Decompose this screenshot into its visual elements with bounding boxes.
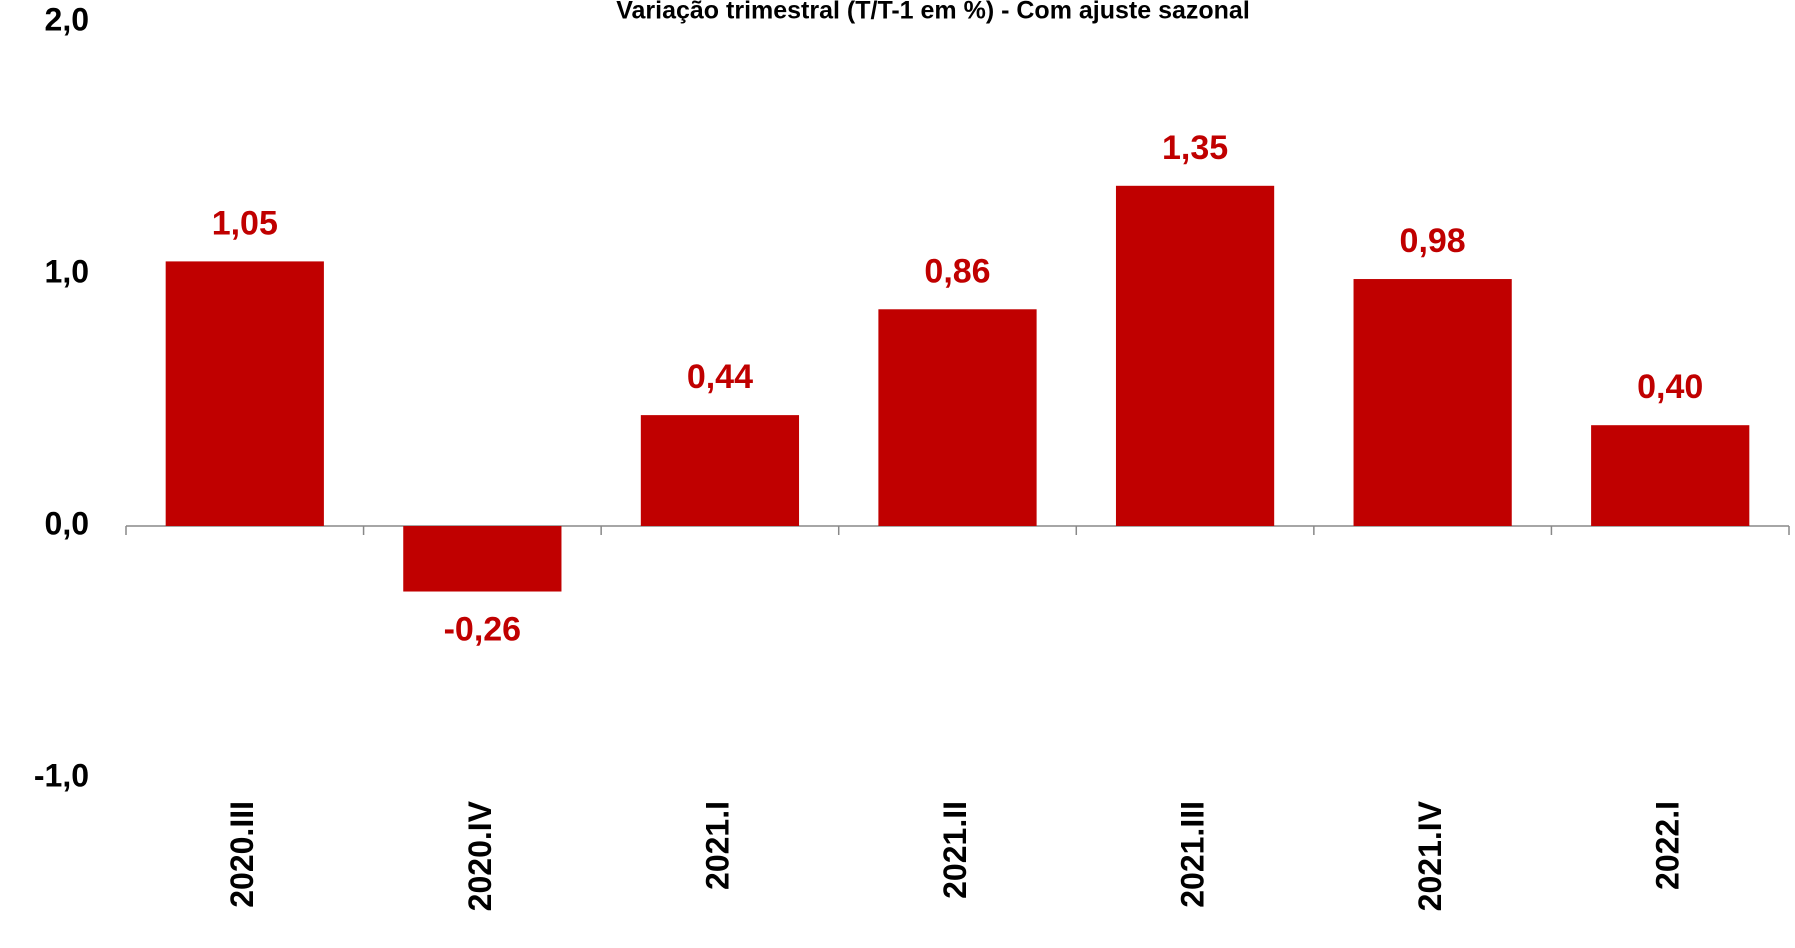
data-label: 1,35 <box>1162 129 1228 167</box>
x-tick-label: 2021.II <box>937 801 973 899</box>
x-tick-label: 2021.IV <box>1412 800 1448 911</box>
bar <box>403 526 562 592</box>
y-tick-label: -1,0 <box>34 757 89 793</box>
bar <box>878 309 1037 526</box>
data-label: -0,26 <box>444 611 522 649</box>
data-label: 0,98 <box>1400 222 1466 260</box>
bar <box>1353 279 1512 526</box>
data-label: 1,05 <box>212 204 278 242</box>
x-tick-label: 2021.III <box>1175 801 1211 908</box>
bar <box>1591 425 1750 526</box>
data-label: 0,44 <box>687 358 753 396</box>
x-tick-label: 2022.I <box>1650 801 1686 890</box>
y-tick-label: 1,0 <box>45 253 89 289</box>
y-tick-label: 2,0 <box>45 1 89 37</box>
x-tick-label: 2020.IV <box>462 800 498 911</box>
x-tick-label: 2020.III <box>224 801 260 908</box>
bar <box>165 261 324 526</box>
data-label: 0,86 <box>924 252 990 290</box>
data-label: 0,40 <box>1637 368 1703 406</box>
bar <box>1115 185 1275 527</box>
chart-title: Variação trimestral (T/T-1 em %) - Com a… <box>616 0 1250 25</box>
x-tick-label: 2021.I <box>699 801 735 890</box>
bar <box>640 415 800 526</box>
y-tick-label: 0,0 <box>45 505 89 541</box>
